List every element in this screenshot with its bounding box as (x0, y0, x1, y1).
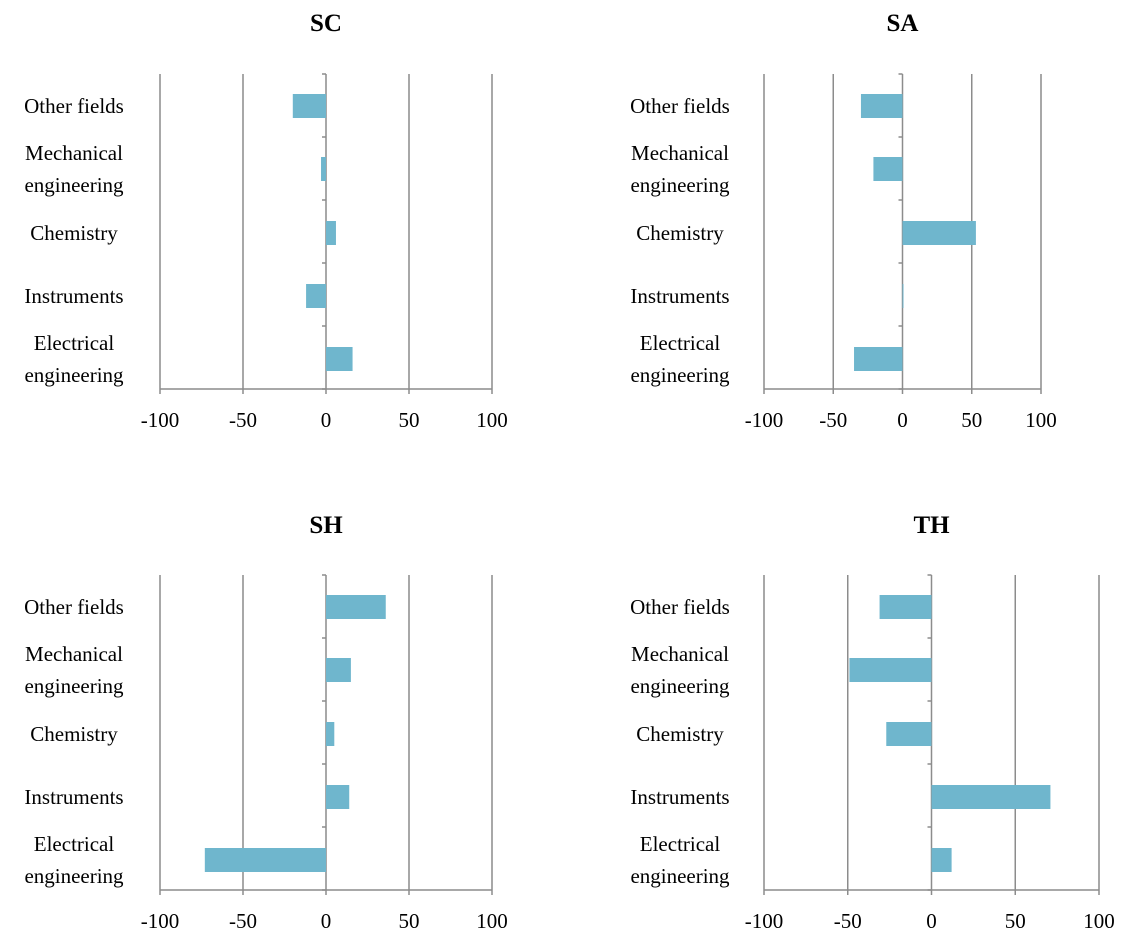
x-tick-label: -50 (819, 408, 847, 432)
x-tick-label: 50 (399, 408, 420, 432)
x-tick-label: 0 (897, 408, 908, 432)
bar (931, 848, 952, 872)
category-label: Mechanical engineering (630, 642, 730, 698)
category-label: Mechanical engineering (630, 141, 730, 197)
bar (292, 94, 326, 118)
bar (854, 347, 903, 371)
x-tick-label: 100 (1025, 408, 1057, 432)
bar (886, 722, 932, 746)
x-tick-label: -50 (229, 408, 257, 432)
category-label: Instruments (24, 284, 124, 308)
x-tick-label: -100 (745, 408, 784, 432)
category-label: Instruments (630, 284, 730, 308)
x-tick-label: -100 (141, 909, 180, 933)
category-label: Chemistry (30, 722, 118, 746)
category-label: Instruments (630, 785, 730, 809)
bar (849, 658, 932, 682)
bar (326, 785, 350, 809)
bar (326, 595, 386, 619)
x-tick-label: 50 (1005, 909, 1026, 933)
x-tick-label: 0 (321, 909, 332, 933)
category-label: Chemistry (30, 221, 118, 245)
chart-title: SH (309, 512, 343, 539)
category-label: Electrical engineering (24, 331, 124, 387)
x-tick-label: 0 (321, 408, 332, 432)
bar (326, 658, 351, 682)
category-label: Chemistry (636, 722, 724, 746)
bar (321, 157, 326, 181)
x-tick-label: -100 (745, 909, 784, 933)
bar (204, 848, 326, 872)
bar (306, 284, 326, 308)
bar (326, 221, 336, 245)
x-tick-label: 100 (476, 909, 508, 933)
x-tick-label: -50 (834, 909, 862, 933)
chart-title: TH (913, 512, 950, 539)
category-label: Other fields (24, 595, 124, 619)
x-tick-label: 100 (476, 408, 508, 432)
bar (326, 722, 335, 746)
category-label: Chemistry (636, 221, 724, 245)
category-label: Mechanical engineering (24, 141, 124, 197)
bar (326, 347, 353, 371)
category-label: Electrical engineering (630, 331, 730, 387)
bar (902, 284, 904, 308)
bar (902, 221, 976, 245)
x-tick-label: 0 (926, 909, 937, 933)
bar (860, 94, 903, 118)
category-label: Electrical engineering (24, 832, 124, 888)
category-label: Other fields (630, 94, 730, 118)
category-label: Electrical engineering (630, 832, 730, 888)
x-tick-label: 100 (1083, 909, 1115, 933)
x-tick-label: 50 (961, 408, 982, 432)
x-tick-label: -100 (141, 408, 180, 432)
bar (873, 157, 903, 181)
bar (879, 595, 932, 619)
bar (931, 785, 1051, 809)
chart-title: SA (886, 10, 919, 37)
category-label: Other fields (630, 595, 730, 619)
category-label: Instruments (24, 785, 124, 809)
x-tick-label: 50 (399, 909, 420, 933)
x-tick-label: -50 (229, 909, 257, 933)
category-label: Mechanical engineering (24, 642, 124, 698)
chart-title: SC (310, 10, 342, 37)
category-label: Other fields (24, 94, 124, 118)
